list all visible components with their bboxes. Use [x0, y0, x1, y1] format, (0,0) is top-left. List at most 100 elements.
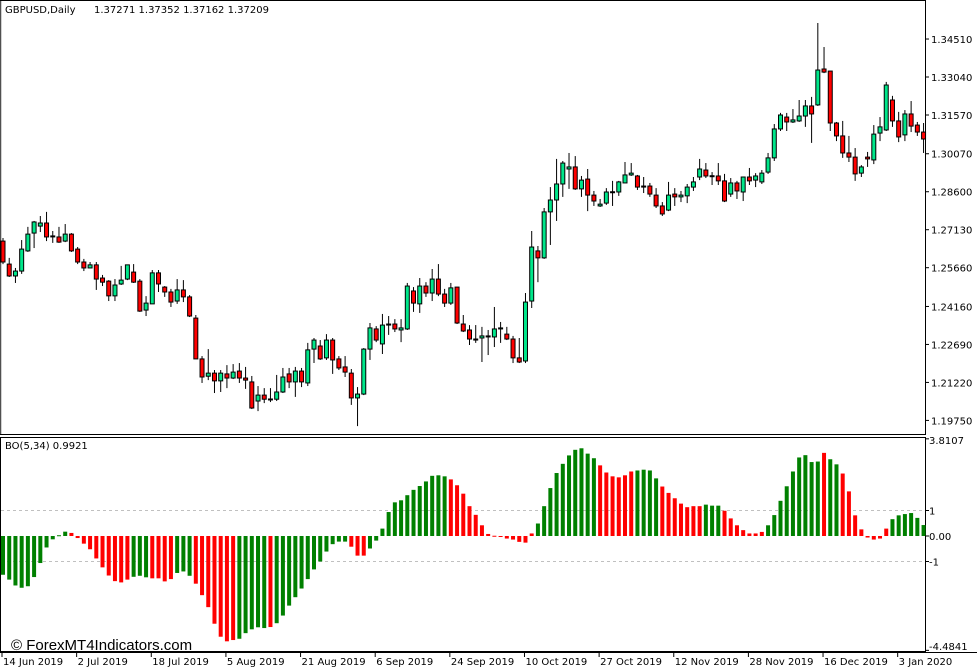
- date-axis: 14 Jun 2019 2 Jul 2019 18 Jul 2019 5 Aug 20…: [1, 652, 953, 668]
- histogram-bar: [305, 536, 310, 580]
- candle: [62, 224, 68, 243]
- candle-body-bear: [572, 166, 578, 190]
- histogram-bar: [343, 536, 348, 542]
- histogram-bar: [623, 475, 627, 536]
- candle-body-bull: [616, 181, 622, 193]
- histogram-bar: [871, 536, 876, 540]
- histogram-bar: [672, 498, 677, 536]
- histogram-bar: [766, 525, 771, 536]
- candle: [50, 231, 56, 243]
- histogram-bar: [175, 536, 180, 573]
- candle-body-bull: [728, 182, 734, 195]
- histogram-bar: [324, 536, 329, 552]
- histogram-bar: [859, 529, 864, 536]
- candle: [510, 335, 516, 364]
- candle-body-bear: [467, 329, 472, 340]
- candle: [199, 356, 205, 383]
- price-panel[interactable]: [0, 0, 926, 435]
- candle-body-bear: [50, 235, 56, 238]
- candle: [149, 270, 155, 305]
- candle-body-bear: [106, 280, 112, 297]
- candle-body-bull: [379, 324, 385, 345]
- candle: [628, 163, 634, 176]
- histogram-bar: [243, 536, 248, 634]
- candle-body-bear: [889, 99, 895, 122]
- candle: [678, 190, 684, 203]
- histogram-bar: [200, 536, 205, 596]
- candle-body-bear: [821, 68, 827, 73]
- histogram-bar: [405, 495, 410, 536]
- candle-body-bull: [479, 335, 485, 339]
- candle: [666, 181, 672, 212]
- candle-body-bear: [137, 280, 143, 312]
- candle-body-bear: [81, 261, 87, 269]
- histogram-bar: [784, 486, 789, 536]
- candle-body-bull: [205, 372, 211, 377]
- candle: [672, 188, 678, 206]
- date-tick-label: 3 Jan 2020: [899, 657, 953, 668]
- histogram-bar: [585, 453, 590, 536]
- histogram-bar: [902, 514, 907, 536]
- histogram-bar: [554, 473, 559, 536]
- candle: [529, 231, 535, 309]
- candle-body-bear: [373, 328, 379, 341]
- candle: [423, 282, 429, 297]
- histogram-bar: [741, 530, 746, 536]
- histogram-bar: [44, 536, 49, 548]
- date-tick-label: 18 Jul 2019: [152, 657, 209, 668]
- candle-body-bear: [348, 372, 354, 399]
- candle: [460, 314, 466, 333]
- candle-body-bear: [249, 381, 255, 409]
- candle-body-bear: [6, 263, 12, 277]
- candle: [386, 316, 392, 335]
- histogram-bar: [722, 510, 727, 536]
- candle-body-bear: [641, 185, 647, 188]
- candle-body-bull: [560, 162, 566, 185]
- histogram-bar: [884, 528, 889, 536]
- candle: [224, 365, 230, 389]
- candle: [889, 95, 895, 127]
- candle-body-bull: [858, 166, 864, 174]
- candle: [100, 274, 106, 287]
- histogram-bar: [69, 532, 74, 536]
- candle: [541, 208, 547, 259]
- histogram-bar: [567, 455, 572, 536]
- histogram-bar: [703, 504, 708, 536]
- histogram-bar: [94, 536, 99, 559]
- candle: [908, 101, 914, 133]
- candle-body-bull: [541, 211, 547, 259]
- histogram-bar: [915, 517, 920, 536]
- histogram-bar: [392, 502, 397, 536]
- candle: [267, 388, 273, 403]
- histogram-bar: [909, 513, 914, 536]
- candle-body-bull: [417, 285, 423, 305]
- histogram-bar: [598, 465, 603, 536]
- histogram-bar: [734, 525, 739, 536]
- price-tick-label: 1.22690: [931, 340, 972, 351]
- histogram-bar: [150, 536, 155, 579]
- candle: [858, 165, 864, 178]
- candle: [323, 334, 329, 360]
- candle: [205, 349, 211, 381]
- symbol-label: GBPUSD,Daily: [5, 5, 76, 16]
- histogram-bar: [374, 536, 379, 541]
- candle: [81, 258, 87, 272]
- candle-body-bull: [877, 126, 883, 134]
- candle: [796, 100, 802, 122]
- candle: [815, 22, 821, 106]
- candle: [591, 190, 597, 206]
- candle: [846, 135, 852, 163]
- candle-body-bull: [149, 272, 155, 305]
- candle-body-bull: [815, 69, 821, 106]
- candle-body-bear: [510, 338, 516, 359]
- candle-body-bear: [659, 205, 665, 215]
- histogram-bar: [411, 489, 416, 536]
- histogram-bar: [212, 536, 217, 624]
- histogram-bar: [144, 536, 149, 578]
- candle-body-bull: [498, 327, 504, 330]
- candle-body-bull: [796, 115, 802, 122]
- candle: [68, 233, 74, 252]
- candle-body-bull: [740, 176, 746, 193]
- indicator-panel[interactable]: [0, 437, 926, 652]
